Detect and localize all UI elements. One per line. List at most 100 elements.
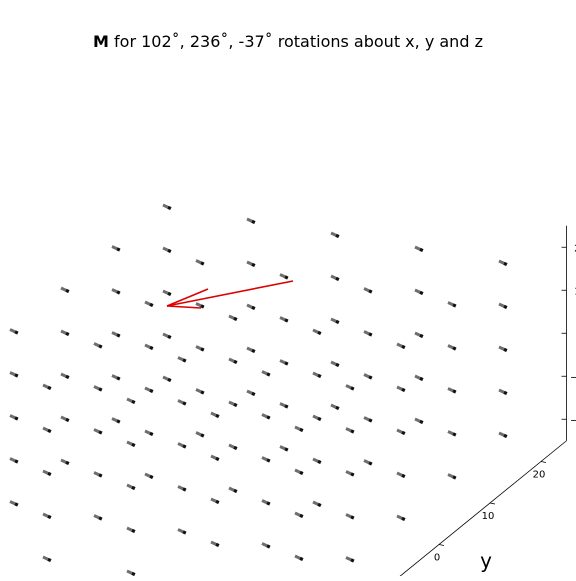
- field-vector: [396, 342, 406, 350]
- field-vector: [279, 273, 289, 280]
- field-vector-head: [335, 276, 340, 282]
- field-vector: [228, 486, 238, 494]
- field-vector-head: [98, 430, 103, 435]
- field-vector-head: [233, 359, 238, 365]
- y-axis-label: y: [480, 549, 492, 573]
- field-vector: [126, 526, 136, 534]
- field-vector-head: [284, 404, 289, 409]
- field-vector: [261, 456, 271, 463]
- field-vector-head: [149, 474, 154, 480]
- field-vector: [228, 400, 238, 408]
- highlight-vector-shaft: [166, 280, 294, 307]
- field-vector: [144, 386, 154, 394]
- field-vector: [294, 511, 304, 519]
- field-vector: [447, 430, 457, 437]
- field-vector-head: [251, 262, 256, 268]
- field-vector: [42, 426, 52, 434]
- field-vector: [396, 514, 406, 522]
- field-vector-head: [167, 248, 172, 254]
- field-vector-head: [401, 430, 406, 436]
- field-vector-head: [182, 487, 187, 492]
- field-vector: [144, 343, 154, 351]
- field-vector: [162, 375, 172, 383]
- field-vector-head: [266, 458, 271, 463]
- field-vector-head: [419, 419, 424, 425]
- field-vector-head: [233, 402, 238, 408]
- field-vector: [330, 360, 340, 368]
- field-vector-head: [503, 304, 508, 310]
- field-vector: [177, 442, 187, 449]
- field-vector: [279, 316, 289, 323]
- field-vector-head: [452, 346, 457, 351]
- field-vector: [345, 427, 355, 434]
- field-vector-head: [65, 417, 70, 423]
- field-vector: [345, 384, 355, 391]
- field-vector: [195, 345, 205, 352]
- field-vector: [396, 385, 406, 393]
- field-vector-head: [419, 376, 424, 382]
- field-vector-head: [335, 233, 340, 239]
- field-vector-head: [233, 488, 238, 494]
- field-vector: [210, 411, 220, 419]
- field-vector-head: [335, 319, 340, 325]
- field-vector: [312, 371, 322, 379]
- field-vector: [330, 274, 340, 282]
- field-vector-head: [233, 316, 238, 322]
- field-vector-head: [47, 385, 52, 391]
- field-vector-head: [350, 386, 355, 391]
- field-vector-head: [401, 387, 406, 393]
- field-vector: [261, 499, 271, 506]
- field-vector-head: [350, 515, 355, 520]
- field-vector-head: [131, 528, 136, 534]
- field-vector: [312, 414, 322, 422]
- field-vector-head: [47, 428, 52, 434]
- field-vector-head: [182, 358, 187, 363]
- field-vector: [330, 403, 340, 411]
- field-vector-head: [149, 431, 154, 437]
- field-vector-head: [452, 303, 457, 308]
- highlight-vector-head-upper: [166, 288, 209, 307]
- field-vector-head: [452, 475, 457, 480]
- field-vector: [246, 217, 256, 225]
- y-tick: [489, 502, 496, 505]
- field-vector-head: [131, 442, 136, 448]
- field-vector: [498, 431, 508, 439]
- field-vector: [177, 528, 187, 535]
- field-vector-head: [350, 558, 355, 563]
- field-vector: [312, 457, 322, 465]
- field-vector: [111, 288, 121, 295]
- field-vector: [414, 331, 424, 339]
- field-vector: [447, 344, 457, 351]
- field-vector-head: [47, 514, 52, 520]
- field-vector-head: [368, 332, 373, 337]
- field-vector: [294, 554, 304, 562]
- field-vector-head: [200, 433, 205, 438]
- field-vector-head: [131, 399, 136, 405]
- field-vector: [498, 388, 508, 396]
- field-vector-head: [317, 373, 322, 379]
- field-vector-head: [251, 391, 256, 397]
- field-vector-head: [350, 429, 355, 434]
- field-vector-head: [419, 333, 424, 339]
- field-vector-head: [266, 415, 271, 420]
- field-vector-head: [167, 377, 172, 383]
- field-vector-head: [299, 427, 304, 433]
- field-vector: [9, 457, 19, 464]
- highlight-vector-head-lower: [166, 305, 202, 309]
- field-vector: [177, 399, 187, 406]
- field-vector: [126, 397, 136, 405]
- z-tick-label: 20: [574, 243, 576, 254]
- field-vector: [93, 471, 103, 478]
- field-vector-head: [299, 513, 304, 519]
- field-vector: [261, 370, 271, 377]
- field-vector: [261, 542, 271, 549]
- field-vector-head: [419, 290, 424, 296]
- field-vector: [162, 332, 172, 340]
- field-vector-head: [182, 444, 187, 449]
- field-vector: [111, 374, 121, 381]
- field-vector-head: [47, 471, 52, 477]
- field-vector: [498, 302, 508, 310]
- field-vector: [93, 428, 103, 435]
- field-vector-head: [200, 304, 205, 309]
